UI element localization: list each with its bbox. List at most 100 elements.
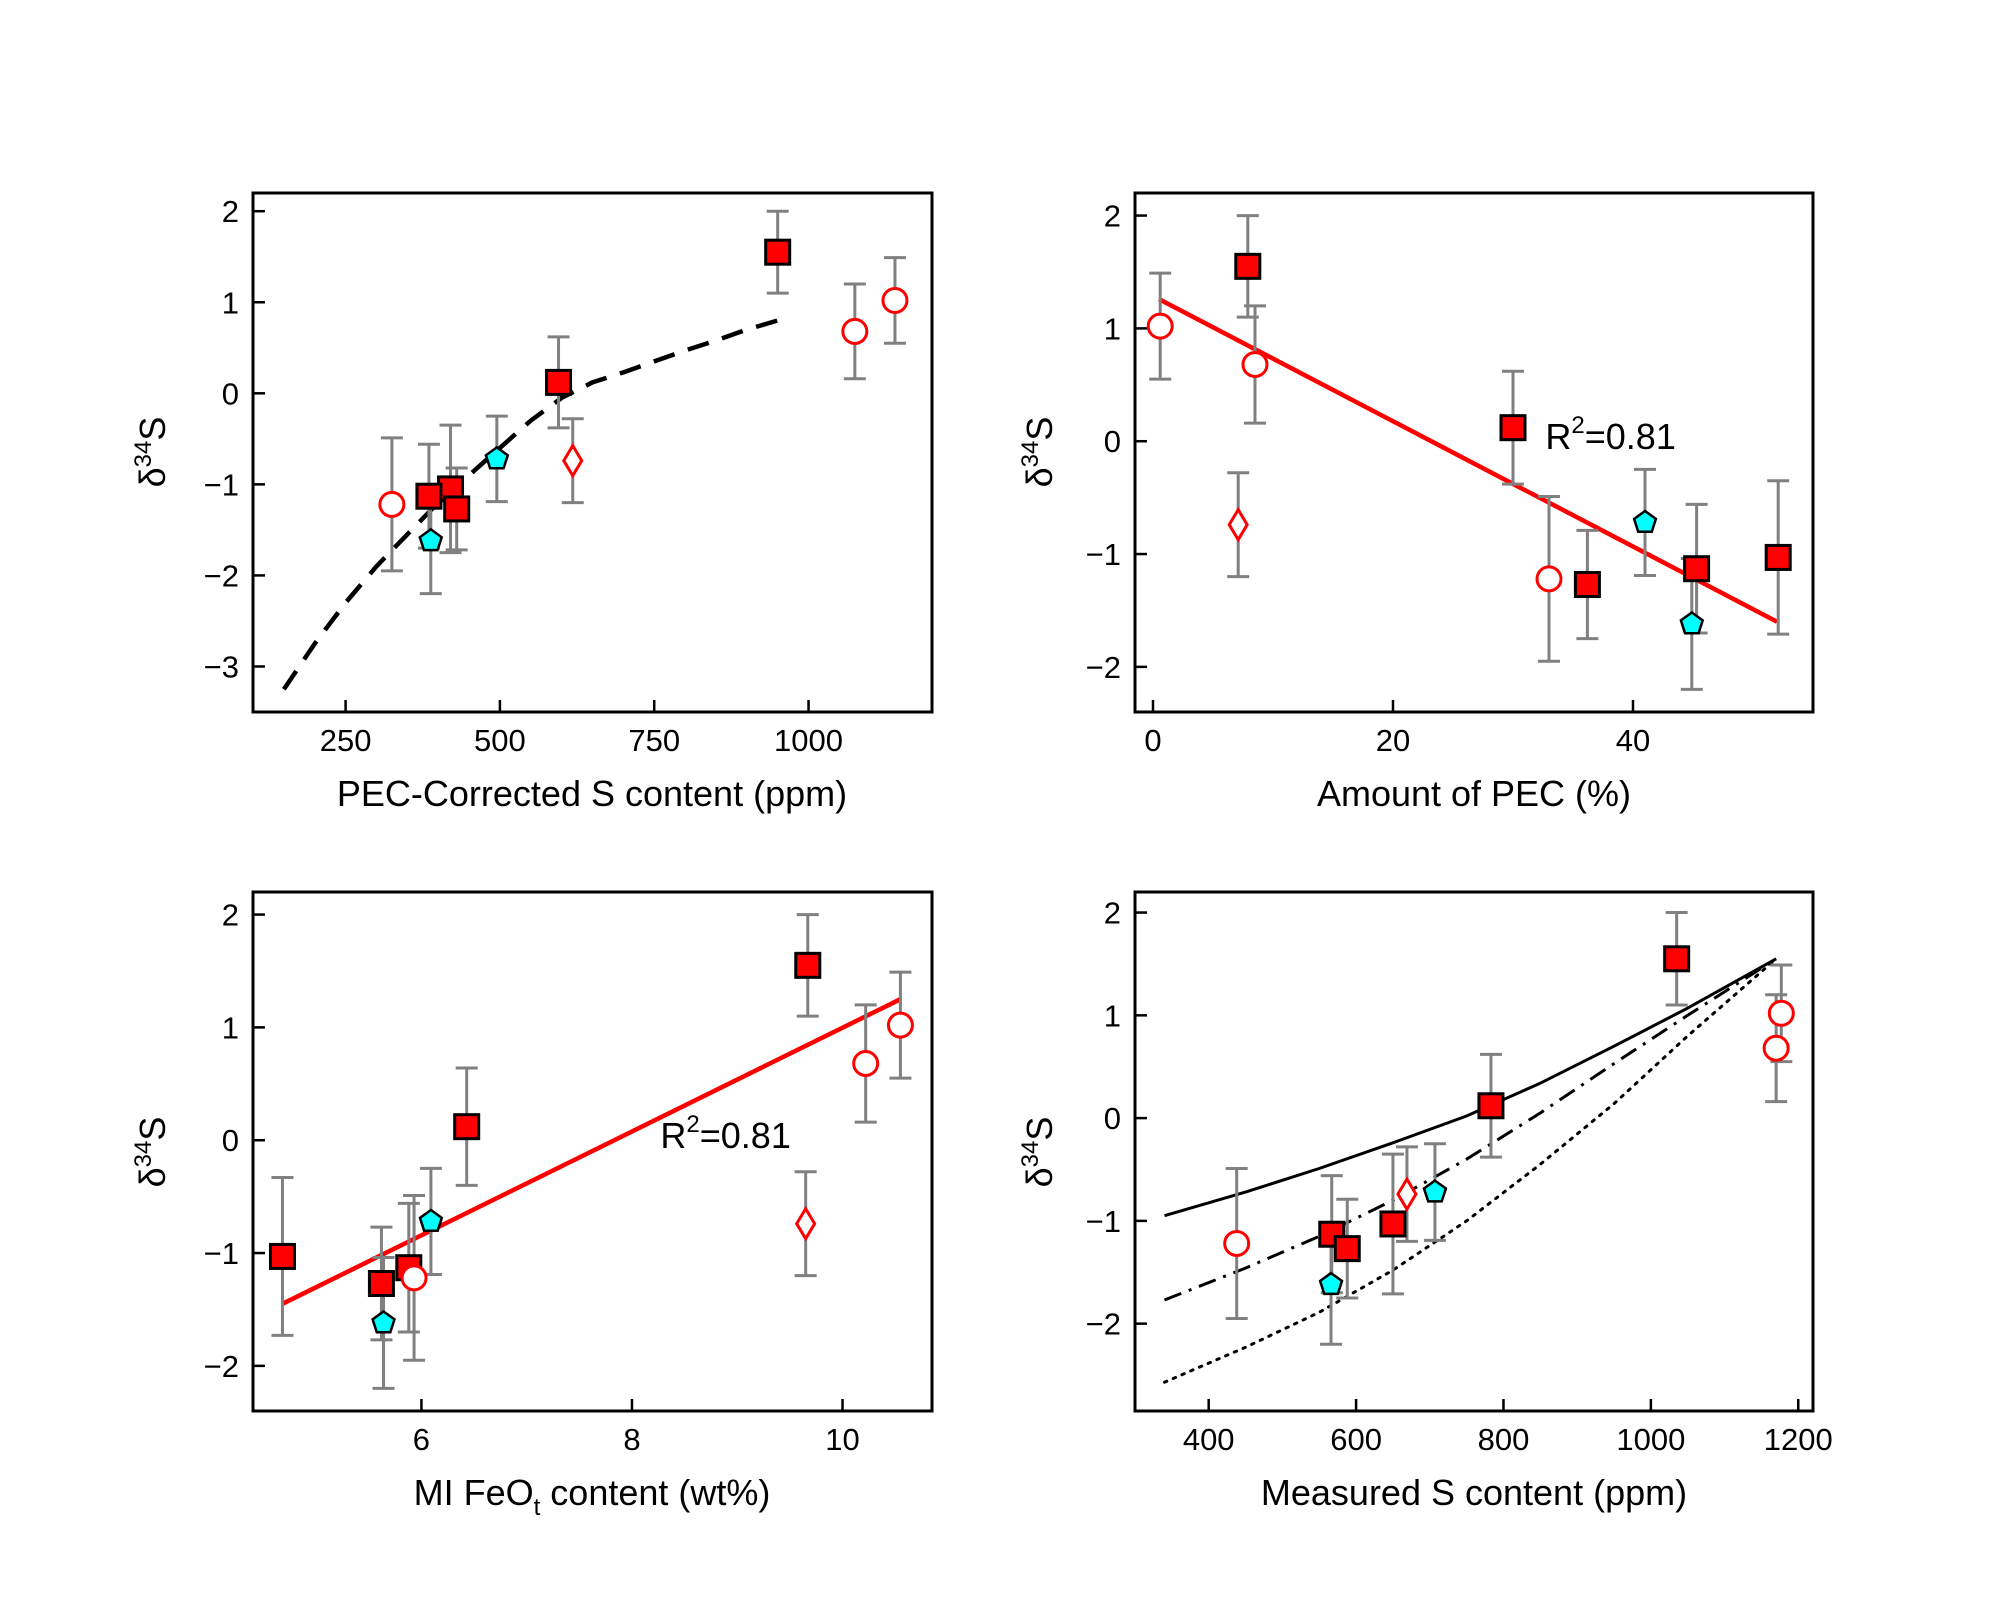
circle-marker-top-left (881, 286, 909, 314)
regression-line-top-right (1157, 297, 1779, 624)
x-tick-label-bottom-left: 6 (413, 1422, 430, 1457)
x-tick-label-bottom-right: 1200 (1764, 1422, 1833, 1457)
y-tick-label-bottom-right: 1 (1104, 998, 1121, 1033)
circle-marker-bottom-left (852, 1049, 880, 1077)
pentagon-marker-top-right (1632, 509, 1658, 534)
y-tick-label-top-left: 2 (222, 194, 239, 229)
y-tick-label-bottom-left: −2 (204, 1349, 239, 1384)
y-tick-label-top-right: 0 (1104, 424, 1121, 459)
x-axis-label-bottom-right: Measured S content (ppm) (1261, 1472, 1687, 1513)
y-tick-label-bottom-right: −2 (1086, 1307, 1121, 1342)
x-tick-label-top-left: 1000 (774, 723, 843, 758)
y-tick-label-bottom-left: 1 (222, 1010, 239, 1045)
x-tick-label-bottom-right: 800 (1478, 1422, 1530, 1457)
circle-marker-bottom-right (1223, 1229, 1251, 1257)
x-tick-label-top-right: 0 (1144, 723, 1161, 758)
y-tick-label-top-left: −1 (204, 467, 239, 502)
plot-area-top-left: 250 500 750 1000 −3 −2 −1 0 1 2 (204, 194, 909, 758)
y-tick-label-top-right: 2 (1104, 199, 1121, 234)
y-tick-label-top-left: −2 (204, 558, 239, 593)
x-tick-label-top-left: 250 (320, 723, 372, 758)
dotted-curve-bottom-right (1163, 957, 1778, 1384)
square-marker-bottom-right (1663, 945, 1691, 973)
r-squared-annotation-top-right: R2=0.81 (1545, 412, 1675, 457)
diamond-marker-top-right (1227, 506, 1249, 543)
pentagon-marker-top-left (418, 527, 444, 552)
square-marker-top-right (1573, 571, 1601, 599)
square-marker-bottom-right (1318, 1220, 1346, 1248)
pentagon-marker-bottom-left (371, 1309, 396, 1334)
axes-frame-top-right (1133, 191, 1815, 714)
diamond-marker-bottom-left (794, 1205, 817, 1242)
x-tick-label-top-left: 500 (474, 723, 526, 758)
circle-marker-top-right (1146, 312, 1174, 340)
square-marker-bottom-left (453, 1113, 481, 1141)
circle-marker-bottom-left (400, 1264, 428, 1292)
r-squared-annotation-bottom-left: R2=0.81 (660, 1111, 790, 1156)
y-tick-label-bottom-right: −1 (1086, 1204, 1121, 1239)
x-tick-label-bottom-left: 8 (623, 1422, 640, 1457)
solid-curve-bottom-right (1164, 957, 1777, 1218)
square-marker-bottom-left (268, 1242, 296, 1270)
square-marker-top-left (415, 482, 443, 510)
x-axis-label-bottom-left: MI FeOt content (wt%) (414, 1472, 771, 1521)
x-tick-label-bottom-right: 400 (1183, 1422, 1235, 1457)
square-marker-top-right (1234, 252, 1262, 280)
y-tick-label-top-left: 0 (222, 376, 239, 411)
x-tick-label-bottom-left: 10 (825, 1422, 859, 1457)
pentagon-marker-top-left (484, 445, 510, 470)
panel-bottom-right: 400 600 800 1000 1200 −2 −1 0 1 2 Measured S cont… (1017, 890, 1833, 1513)
plot-area-top-right: 0 20 40 −2 −1 0 1 2 R2=0.81 (1086, 199, 1792, 758)
x-axis-label-top-right: Amount of PEC (%) (1317, 773, 1631, 814)
y-tick-label-top-right: 1 (1104, 311, 1121, 346)
square-marker-bottom-right (1333, 1235, 1361, 1263)
circle-marker-bottom-right (1767, 999, 1795, 1027)
pentagon-marker-bottom-left (418, 1208, 444, 1233)
y-tick-label-bottom-left: −1 (204, 1236, 239, 1271)
panel-top-right: 0 20 40 −2 −1 0 1 2 R2=0.81 Amount of PEC (%) δ3… (1017, 191, 1815, 814)
square-marker-top-right (1764, 543, 1792, 571)
pentagon-marker-bottom-right (1422, 1179, 1448, 1203)
circle-marker-top-left (378, 490, 406, 518)
y-tick-label-top-left: 1 (222, 285, 239, 320)
y-tick-label-bottom-right: 2 (1104, 896, 1121, 931)
square-marker-bottom-left (367, 1270, 395, 1298)
circle-marker-top-left (841, 317, 869, 345)
diamond-marker-top-left (561, 442, 584, 479)
y-tick-label-bottom-right: 0 (1104, 1101, 1121, 1136)
pentagon-marker-bottom-right (1318, 1271, 1344, 1296)
pentagon-marker-top-right (1679, 610, 1705, 635)
x-tick-label-bottom-right: 1000 (1616, 1422, 1685, 1457)
circle-marker-top-right (1535, 565, 1563, 593)
circle-marker-bottom-right (1762, 1034, 1790, 1062)
y-axis-label-top-left: δ34S (130, 417, 173, 488)
axes-frame-bottom-right (1133, 890, 1815, 1413)
square-marker-top-left (764, 238, 792, 266)
square-marker-top-right (1683, 555, 1711, 583)
dashdot-curve-bottom-right (1163, 957, 1778, 1302)
dashed-curve-top-left (282, 318, 779, 691)
y-tick-label-top-right: −2 (1086, 650, 1121, 685)
axes-frame-top-left (251, 191, 934, 714)
x-tick-label-top-left: 750 (628, 723, 680, 758)
square-marker-top-right (1499, 414, 1527, 442)
y-axis-label-bottom-left: δ34S (130, 1117, 173, 1188)
panel-top-left: 250 500 750 1000 −3 −2 −1 0 1 2 PEC-Corrected S c… (130, 191, 934, 814)
x-tick-label-top-right: 20 (1376, 723, 1410, 758)
square-marker-bottom-left (794, 951, 822, 979)
y-axis-label-bottom-right: δ34S (1017, 1117, 1060, 1188)
x-tick-label-top-right: 40 (1616, 723, 1650, 758)
square-marker-bottom-right (1379, 1210, 1407, 1238)
y-tick-label-top-left: −3 (204, 649, 239, 684)
x-tick-label-bottom-right: 600 (1330, 1422, 1382, 1457)
diamond-marker-bottom-right (1396, 1176, 1418, 1213)
regression-line-bottom-left (281, 997, 902, 1306)
plot-area-bottom-right: 400 600 800 1000 1200 −2 −1 0 1 2 (1086, 896, 1833, 1457)
square-marker-top-left (443, 495, 471, 523)
square-marker-top-left (545, 368, 573, 396)
axes-frame-bottom-left (251, 890, 934, 1413)
y-axis-label-top-right: δ34S (1017, 417, 1060, 488)
panel-bottom-left: 6 8 10 −2 −1 0 1 2 R2=0.81 MI FeOt content (wt%)… (130, 890, 934, 1521)
x-axis-label-top-left: PEC-Corrected S content (ppm) (337, 773, 847, 814)
square-marker-bottom-right (1477, 1092, 1505, 1120)
